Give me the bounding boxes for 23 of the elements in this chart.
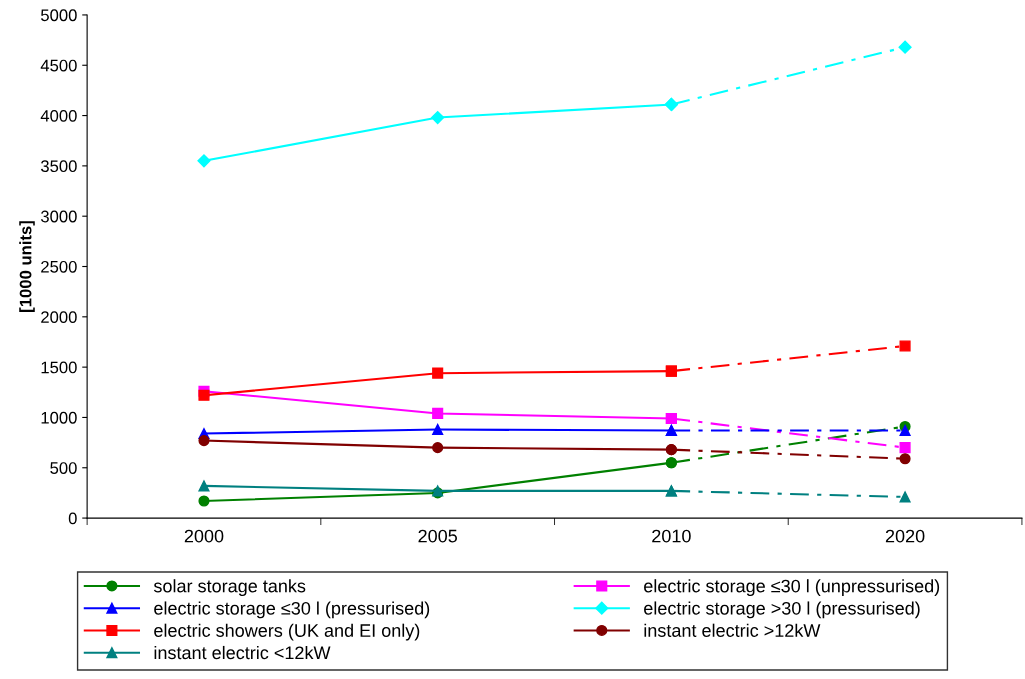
y-tick-label: 1000 (41, 411, 77, 424)
y-tick-label: 5000 (41, 9, 77, 22)
legend-label: instant electric <12kW (154, 645, 331, 660)
y-tick-label: 2000 (41, 311, 77, 324)
y-tick-label: 3500 (40, 160, 77, 173)
legend-label: instant electric >12kW (644, 623, 821, 637)
y-tick-label: 4500 (40, 59, 77, 72)
legend-label: electric storage ≤30 l (pressurised) (154, 601, 430, 619)
legend-label: solar storage tanks (153, 579, 306, 597)
y-tick-label: 2500 (41, 260, 77, 273)
y-tick-label: 3000 (40, 210, 77, 223)
legend-label: electric storage ≤30 l (unpressurised) (644, 579, 940, 597)
x-tick-label: 2020 (885, 529, 925, 543)
x-tick-label: 2005 (418, 529, 457, 543)
y-tick-label: 500 (50, 462, 77, 474)
y-axis-title: [1000 units] (19, 221, 35, 312)
y-tick-label: 4000 (40, 109, 77, 122)
y-tick-label: 1500 (41, 361, 77, 374)
x-tick-label: 2000 (184, 529, 224, 543)
y-tick-label: 0 (68, 512, 77, 525)
legend-label: electric storage >30 l (pressurised) (644, 601, 920, 619)
legend-label: electric showers (UK and EI only) (154, 623, 420, 641)
x-tick-label: 2010 (652, 529, 691, 543)
